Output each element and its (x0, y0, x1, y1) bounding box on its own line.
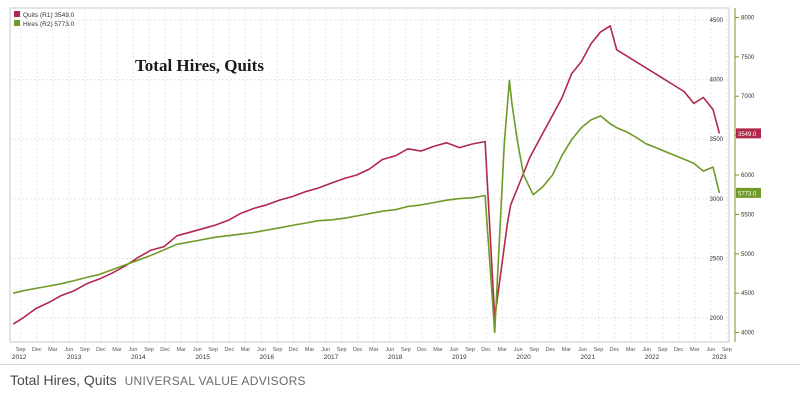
caption: Total Hires, Quits UNIVERSAL VALUE ADVIS… (10, 372, 306, 394)
last-value-tag-quits (736, 128, 761, 139)
x-month-label: Dec (481, 347, 491, 353)
legend-label: Quits (R1) 3549.0 (23, 12, 75, 19)
x-month-label: Jun (578, 347, 587, 353)
x-month-label: Dec (32, 347, 42, 353)
x-year-label: 2015 (195, 354, 210, 361)
y-left-tick-label: 3000 (710, 197, 724, 203)
legend-swatch (14, 11, 20, 17)
y-right-tick-label: 4000 (741, 331, 755, 337)
x-month-label: Sep (658, 347, 668, 353)
x-month-label: Dec (224, 347, 234, 353)
x-month-label: Jun (385, 347, 394, 353)
series-line-quits (12, 25, 721, 325)
y-right-tick-label: 4500 (741, 291, 755, 297)
legend-swatch (14, 20, 20, 26)
x-month-label: Sep (465, 347, 475, 353)
x-month-label: Dec (545, 347, 555, 353)
x-month-label: Jun (514, 347, 523, 353)
x-year-label: 2022 (645, 354, 660, 361)
x-month-label: Sep (16, 347, 26, 353)
x-month-label: Mar (305, 347, 315, 353)
last-value-label-hires: 5773.0 (738, 191, 757, 197)
x-year-label: 2023 (712, 354, 727, 361)
x-year-label: 2013 (67, 354, 82, 361)
x-month-label: Sep (401, 347, 411, 353)
x-month-label: Mar (48, 347, 58, 353)
x-month-label: Mar (626, 347, 636, 353)
series-line-hires (13, 79, 721, 334)
x-month-label: Mar (433, 347, 443, 353)
x-month-label: Dec (289, 347, 299, 353)
x-month-label: Mar (241, 347, 251, 353)
divider (0, 364, 800, 365)
y-left-tick-label: 4000 (710, 78, 724, 84)
y-right-tick-label: 5000 (741, 252, 755, 258)
x-year-label: 2012 (12, 354, 27, 361)
x-month-label: Jun (321, 347, 330, 353)
x-month-label: Sep (337, 347, 347, 353)
x-month-label: Sep (208, 347, 218, 353)
y-right-tick-label: 5500 (741, 212, 755, 218)
x-month-label: Mar (176, 347, 186, 353)
last-value-label-quits: 3549.0 (738, 132, 757, 138)
x-year-label: 2021 (581, 354, 596, 361)
x-month-label: Dec (160, 347, 170, 353)
y-right-tick-label: 8000 (741, 15, 755, 21)
legend-label: Hires (R2) 5773.0 (23, 21, 75, 28)
x-month-label: Jun (642, 347, 651, 353)
x-month-label: Sep (273, 347, 283, 353)
x-month-label: Sep (144, 347, 154, 353)
x-year-label: 2019 (452, 354, 467, 361)
hires-quits-chart: Sep Dec Mar Jun Sep Dec Mar Jun Sep Dec Mar Jun Sep D… (9, 7, 761, 361)
x-month-label: Jun (257, 347, 266, 353)
y-left-tick-label: 3500 (710, 137, 724, 143)
x-month-label: Sep (80, 347, 90, 353)
x-month-label: Mar (112, 347, 122, 353)
x-year-label: 2020 (516, 354, 531, 361)
x-month-label: Jun (64, 347, 73, 353)
x-month-label: Dec (674, 347, 684, 353)
x-month-label: Mar (497, 347, 507, 353)
caption-source: UNIVERSAL VALUE ADVISORS (124, 374, 306, 388)
x-year-label: 2014 (131, 354, 146, 361)
x-month-label: Sep (594, 347, 604, 353)
x-month-label: Dec (353, 347, 363, 353)
y-left-tick-label: 2000 (710, 316, 724, 322)
x-month-label: Mar (369, 347, 379, 353)
x-month-label: Sep (722, 347, 732, 353)
plot-frame (9, 7, 730, 343)
x-month-label: Jun (706, 347, 715, 353)
x-month-label: Dec (417, 347, 427, 353)
y-right-tick-label: 6000 (741, 173, 755, 179)
chart-panel: Sep Dec Mar Jun Sep Dec Mar Jun Sep Dec Mar Jun Sep D… (9, 7, 761, 361)
x-month-label: Sep (529, 347, 539, 353)
caption-title: Total Hires, Quits (10, 372, 117, 388)
y-right-tick-label: 7000 (741, 94, 755, 100)
x-year-label: 2016 (260, 354, 275, 361)
y-left-tick-label: 4500 (710, 18, 724, 24)
y-left-tick-label: 2500 (710, 257, 724, 263)
last-value-tag-hires (736, 187, 761, 198)
x-year-label: 2018 (388, 354, 403, 361)
chart-title: Total Hires, Quits (135, 56, 264, 75)
x-month-label: Mar (562, 347, 572, 353)
x-month-label: Jun (450, 347, 459, 353)
x-month-label: Dec (96, 347, 106, 353)
x-month-label: Jun (193, 347, 202, 353)
x-month-label: Dec (610, 347, 620, 353)
x-year-label: 2017 (324, 354, 339, 361)
x-month-label: Mar (690, 347, 700, 353)
x-month-label: Jun (129, 347, 138, 353)
y-right-tick-label: 7500 (741, 55, 755, 61)
